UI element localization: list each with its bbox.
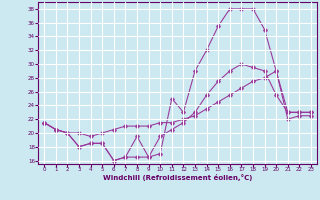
X-axis label: Windchill (Refroidissement éolien,°C): Windchill (Refroidissement éolien,°C) xyxy=(103,174,252,181)
